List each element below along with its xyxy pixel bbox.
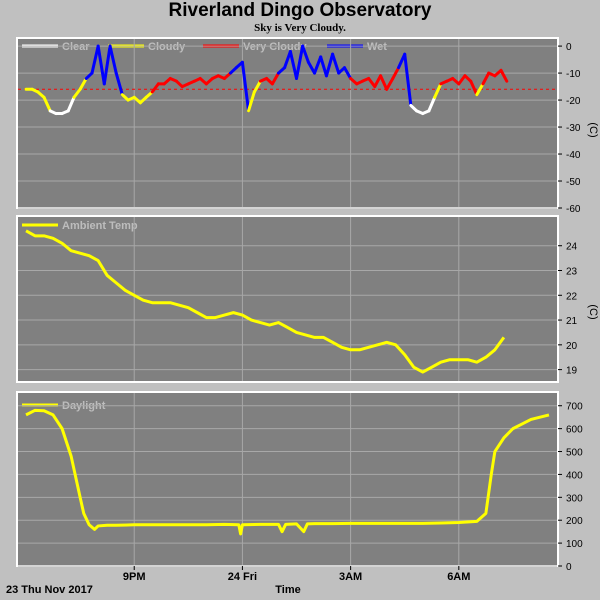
temp-plot-bg — [16, 215, 559, 383]
x-axis: 9PM 24 Fri 3AM 6AM — [123, 566, 470, 583]
x-tick-label: 24 Fri — [228, 571, 257, 583]
sky-segment-wet — [283, 49, 292, 70]
sky-segment-very_cloudy — [469, 79, 479, 97]
sky-segment-wet — [342, 66, 353, 80]
sky-segment-very_cloudy — [457, 74, 467, 86]
y-tick-label: -10 — [566, 69, 581, 80]
sky-segment-wet — [306, 60, 317, 75]
time-axis-label: Time — [275, 584, 300, 596]
sky-segment-cloudy — [72, 87, 82, 99]
sky-segment-wet — [96, 44, 106, 86]
sky-segment-very_cloudy — [499, 68, 509, 83]
sky-segment-cloudy — [78, 76, 88, 91]
legend-very-cloudy-label: Very Cloudy — [243, 41, 307, 53]
sky-segment-cloudy — [252, 79, 262, 94]
chart-title: Riverland Dingo Observatory — [168, 0, 432, 21]
y-tick-label: 600 — [566, 425, 583, 436]
y-tick-label: 700 — [566, 402, 583, 413]
sky-segment-wet — [288, 49, 299, 80]
y-tick-label: 100 — [566, 539, 583, 550]
y-tick-label: 21 — [566, 316, 578, 327]
sky-segment-wet — [313, 55, 323, 75]
sky-panel: Clear Cloudy Very Cloudy Wet (C) 0 -10 -20… — [16, 37, 599, 215]
y-tick-label: 19 — [566, 366, 578, 377]
x-tick-label: 3AM — [339, 571, 362, 583]
temp-yaxis-label: (C) — [587, 304, 599, 319]
sky-segment-cloudy — [433, 82, 443, 99]
x-tick-label: 9PM — [123, 571, 146, 583]
sky-segment-wet — [324, 52, 335, 78]
y-tick-label: 0 — [566, 562, 572, 573]
sky-segment-wet — [90, 44, 100, 75]
sky-segment-very_cloudy — [373, 74, 383, 89]
sky-segment-cloudy — [42, 95, 52, 113]
legend-clear-label: Clear — [62, 41, 90, 53]
sky-segment-very_cloudy — [391, 66, 401, 80]
temp-panel: Ambient Temp (C) 19 20 21 22 23 24 — [16, 215, 599, 383]
y-tick-label: -50 — [566, 177, 581, 188]
sky-segment-cloudy — [247, 90, 256, 113]
y-tick-label: 24 — [566, 242, 578, 253]
sky-segment-clear — [66, 95, 76, 113]
sky-segment-very_cloudy — [385, 76, 395, 91]
y-tick-label: 500 — [566, 448, 583, 459]
sky-yaxis-label: (C) — [587, 122, 599, 137]
sky-segment-wet — [102, 44, 112, 86]
sky-segment-very_cloudy — [270, 71, 280, 86]
y-tick-label: -20 — [566, 96, 581, 107]
sky-segment-wet — [114, 71, 124, 97]
legend-temp-label: Ambient Temp — [62, 220, 138, 232]
sky-segment-wet — [295, 44, 305, 80]
date-label: 23 Thu Nov 2017 — [6, 584, 93, 596]
y-tick-label: -30 — [566, 123, 581, 134]
sky-segment-cloudy — [475, 82, 485, 97]
y-tick-label: 200 — [566, 516, 583, 527]
y-tick-label: 23 — [566, 267, 578, 278]
ambient-temp-line — [25, 229, 506, 374]
daylight-line — [25, 408, 550, 536]
sky-status: Sky is Very Cloudy. — [254, 22, 346, 34]
y-tick-label: -60 — [566, 204, 581, 215]
y-tick-label: 400 — [566, 470, 583, 481]
x-tick-label: 6AM — [447, 571, 470, 583]
legend-cloudy-label: Cloudy — [148, 41, 186, 53]
sky-segment-very_cloudy — [150, 82, 160, 94]
y-tick-label: 0 — [566, 42, 572, 53]
sky-segment-wet — [403, 52, 413, 107]
sky-segment-wet — [108, 44, 118, 75]
sky-segment-clear — [427, 95, 437, 113]
sky-segment-wet — [331, 52, 341, 75]
y-tick-label: 300 — [566, 493, 583, 504]
y-tick-label: 22 — [566, 291, 578, 302]
sky-segment-wet — [240, 60, 251, 113]
sky-segment-very_cloudy — [481, 71, 491, 86]
sky-segment-very_cloudy — [367, 76, 377, 89]
sky-segment-wet — [301, 44, 310, 64]
y-tick-label: -40 — [566, 150, 581, 161]
sky-segment-very_cloudy — [379, 74, 389, 91]
legend-wet-label: Wet — [367, 41, 387, 53]
y-tick-label: 20 — [566, 341, 578, 352]
sky-segment-wet — [319, 55, 328, 78]
daylight-plot-bg — [16, 391, 559, 567]
